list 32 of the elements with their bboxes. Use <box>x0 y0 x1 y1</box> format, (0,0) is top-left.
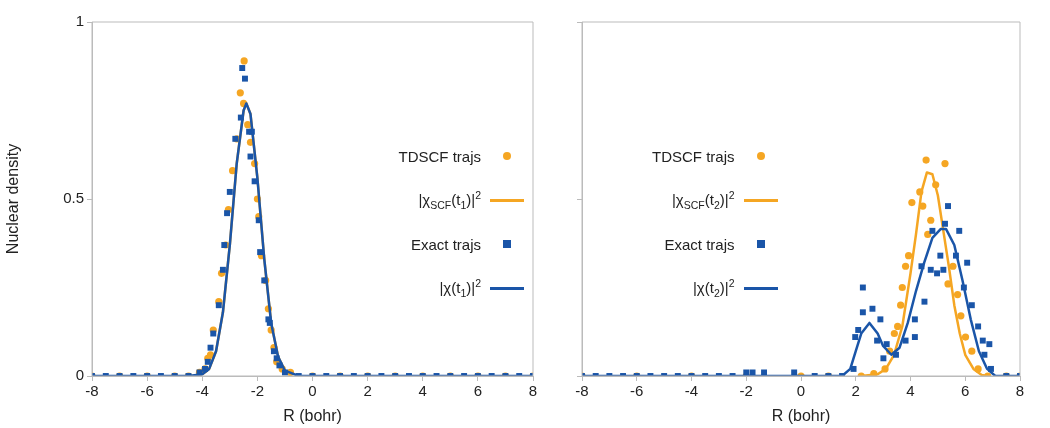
x-axis-title: R (bohr) <box>283 406 342 424</box>
x-tick-label: -6 <box>140 382 154 400</box>
x-tick-label: 2 <box>363 382 372 400</box>
x-tick-label: 6 <box>473 382 483 400</box>
x-axis-title: R (bohr) <box>771 406 831 424</box>
x-tick-label: 8 <box>1015 382 1025 400</box>
x-tick-label: -4 <box>684 382 699 400</box>
x-tick-label: 4 <box>906 382 915 400</box>
x-tick-label: 0 <box>308 382 317 400</box>
x-tick-label: 0 <box>796 382 806 400</box>
x-tick-label: 2 <box>851 382 860 400</box>
x-tick-label: 6 <box>961 382 970 400</box>
x-tick-label: -2 <box>739 382 753 400</box>
legend-label: Exact trajs <box>410 235 481 253</box>
legend-label: |χ$_{SCF}$(t$_{1}$)|$^{2}$ <box>418 189 481 211</box>
x-tick-label: -2 <box>250 382 265 400</box>
x-tick-label: -8 <box>575 382 589 400</box>
y-tick-label: 1 <box>75 12 84 30</box>
y-tick-label: 0.5 <box>63 189 84 207</box>
legend-label: |χ$_{SCF}$(t$_{2}$)|$^{2}$ <box>671 189 735 211</box>
x-tick-label: -6 <box>630 382 644 400</box>
legend-label: Exact trajs <box>664 235 735 253</box>
x-tick-label: 8 <box>528 382 538 400</box>
x-tick-label: -4 <box>195 382 209 400</box>
y-tick-label: 0 <box>75 366 84 384</box>
legend-label: TDSCF trajs <box>398 147 481 165</box>
y-axis-title: Nuclear density <box>4 143 22 255</box>
x-tick-label: -8 <box>85 382 99 400</box>
legend-label: TDSCF trajs <box>652 147 735 165</box>
x-tick-label: 4 <box>418 382 427 400</box>
legend-label: |χ(t$_{1}$)|$^{2}$ <box>439 277 481 299</box>
legend-label: |χ(t$_{2}$)|$^{2}$ <box>692 277 735 299</box>
